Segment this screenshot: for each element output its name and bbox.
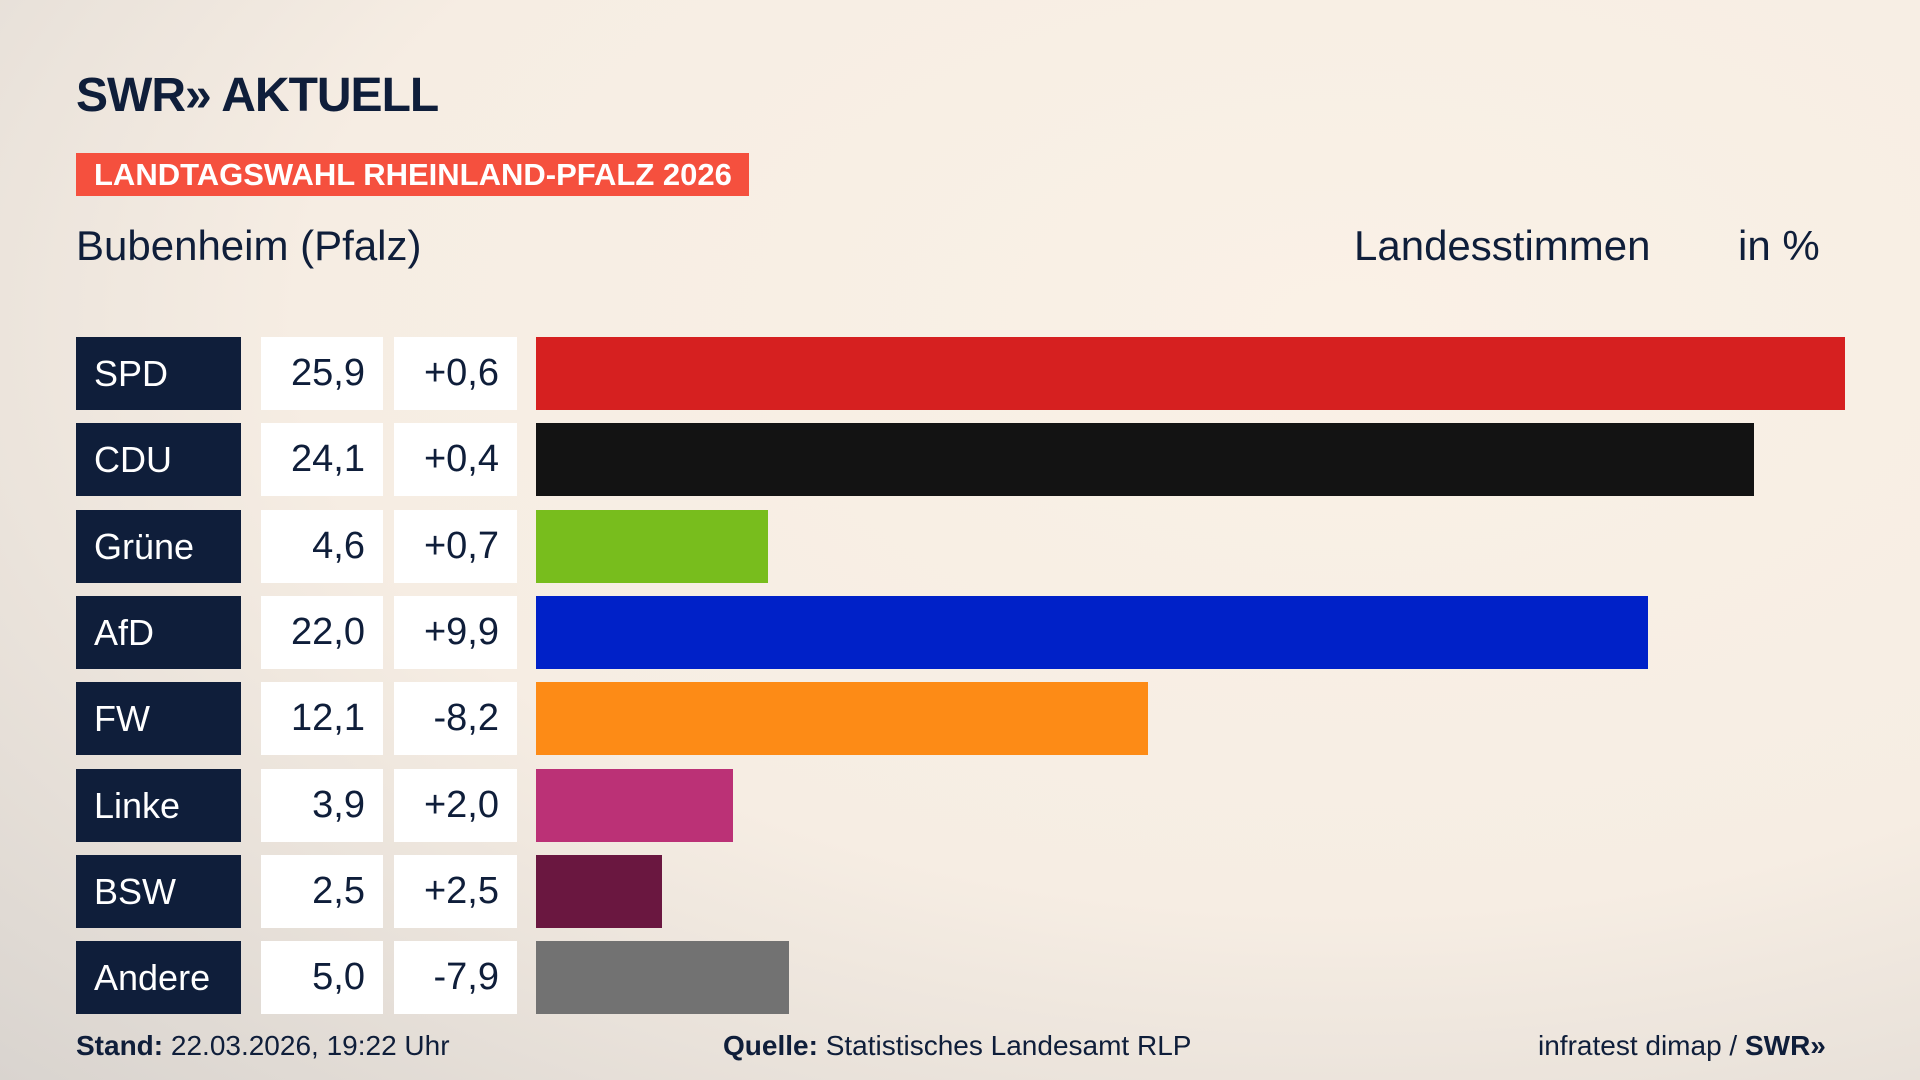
- party-label: Grüne: [76, 509, 241, 583]
- bar-linke: [536, 768, 734, 842]
- bar-grüne: [536, 509, 769, 583]
- bar-bsw: [536, 854, 663, 928]
- source: Quelle: Statistisches Landesamt RLP: [723, 1030, 1191, 1062]
- bar-spd: [536, 337, 1845, 410]
- party-label: SPD: [76, 337, 241, 410]
- diff-label: +2,0: [394, 768, 517, 842]
- bar-cdu: [536, 423, 1755, 497]
- diff-label: +2,5: [394, 854, 517, 928]
- party-label: FW: [76, 682, 241, 756]
- source-label: Quelle:: [723, 1030, 818, 1061]
- chart-row-linke: Linke 3,9 +2,0: [76, 768, 1876, 842]
- diff-label: +0,4: [394, 423, 517, 497]
- election-banner: LANDTAGSWAHL RHEINLAND-PFALZ 2026: [76, 153, 749, 196]
- chart-row-afd: AfD 22,0 +9,9: [76, 595, 1876, 669]
- value-label: 12,1: [261, 682, 383, 756]
- party-label: AfD: [76, 595, 241, 669]
- chart-row-cdu: CDU 24,1 +0,4: [76, 423, 1876, 497]
- chart-row-spd: SPD 25,9 +0,6: [76, 337, 1876, 410]
- party-label: Linke: [76, 768, 241, 842]
- bar-andere: [536, 941, 789, 1015]
- stand-value: 22.03.2026, 19:22 Uhr: [170, 1030, 450, 1061]
- credit-text: infratest dimap /: [1538, 1030, 1745, 1061]
- value-label: 5,0: [261, 941, 383, 1015]
- chart-row-bsw: BSW 2,5 +2,5: [76, 854, 1876, 928]
- chart-row-andere: Andere 5,0 -7,9: [76, 941, 1876, 1015]
- source-value: Statistisches Landesamt RLP: [825, 1030, 1192, 1061]
- bar-fw: [536, 682, 1148, 756]
- swr-aktuell-logo: SWR» AKTUELL: [76, 69, 439, 122]
- value-label: 22,0: [261, 595, 383, 669]
- diff-label: +0,7: [394, 509, 517, 583]
- party-label: Andere: [76, 941, 241, 1015]
- chart-row-grüne: Grüne 4,6 +0,7: [76, 509, 1876, 583]
- bar-afd: [536, 595, 1648, 669]
- diff-label: -8,2: [394, 682, 517, 756]
- measure-label: Landesstimmen: [1354, 222, 1651, 269]
- value-label: 2,5: [261, 854, 383, 928]
- timestamp: Stand: 22.03.2026, 19:22 Uhr: [76, 1030, 450, 1062]
- credit: infratest dimap / SWR»: [1538, 1030, 1826, 1062]
- diff-label: +0,6: [394, 337, 517, 410]
- value-label: 4,6: [261, 509, 383, 583]
- party-label: BSW: [76, 854, 241, 928]
- unit-label: in %: [1738, 222, 1820, 269]
- diff-label: +9,9: [394, 595, 517, 669]
- location-title: Bubenheim (Pfalz): [76, 222, 422, 269]
- party-label: CDU: [76, 423, 241, 497]
- stand-label: Stand:: [76, 1030, 164, 1061]
- chart-row-fw: FW 12,1 -8,2: [76, 682, 1876, 756]
- value-label: 3,9: [261, 768, 383, 842]
- diff-label: -7,9: [394, 941, 517, 1015]
- value-label: 24,1: [261, 423, 383, 497]
- swr-logo-small: SWR»: [1744, 1030, 1826, 1061]
- value-label: 25,9: [261, 337, 383, 410]
